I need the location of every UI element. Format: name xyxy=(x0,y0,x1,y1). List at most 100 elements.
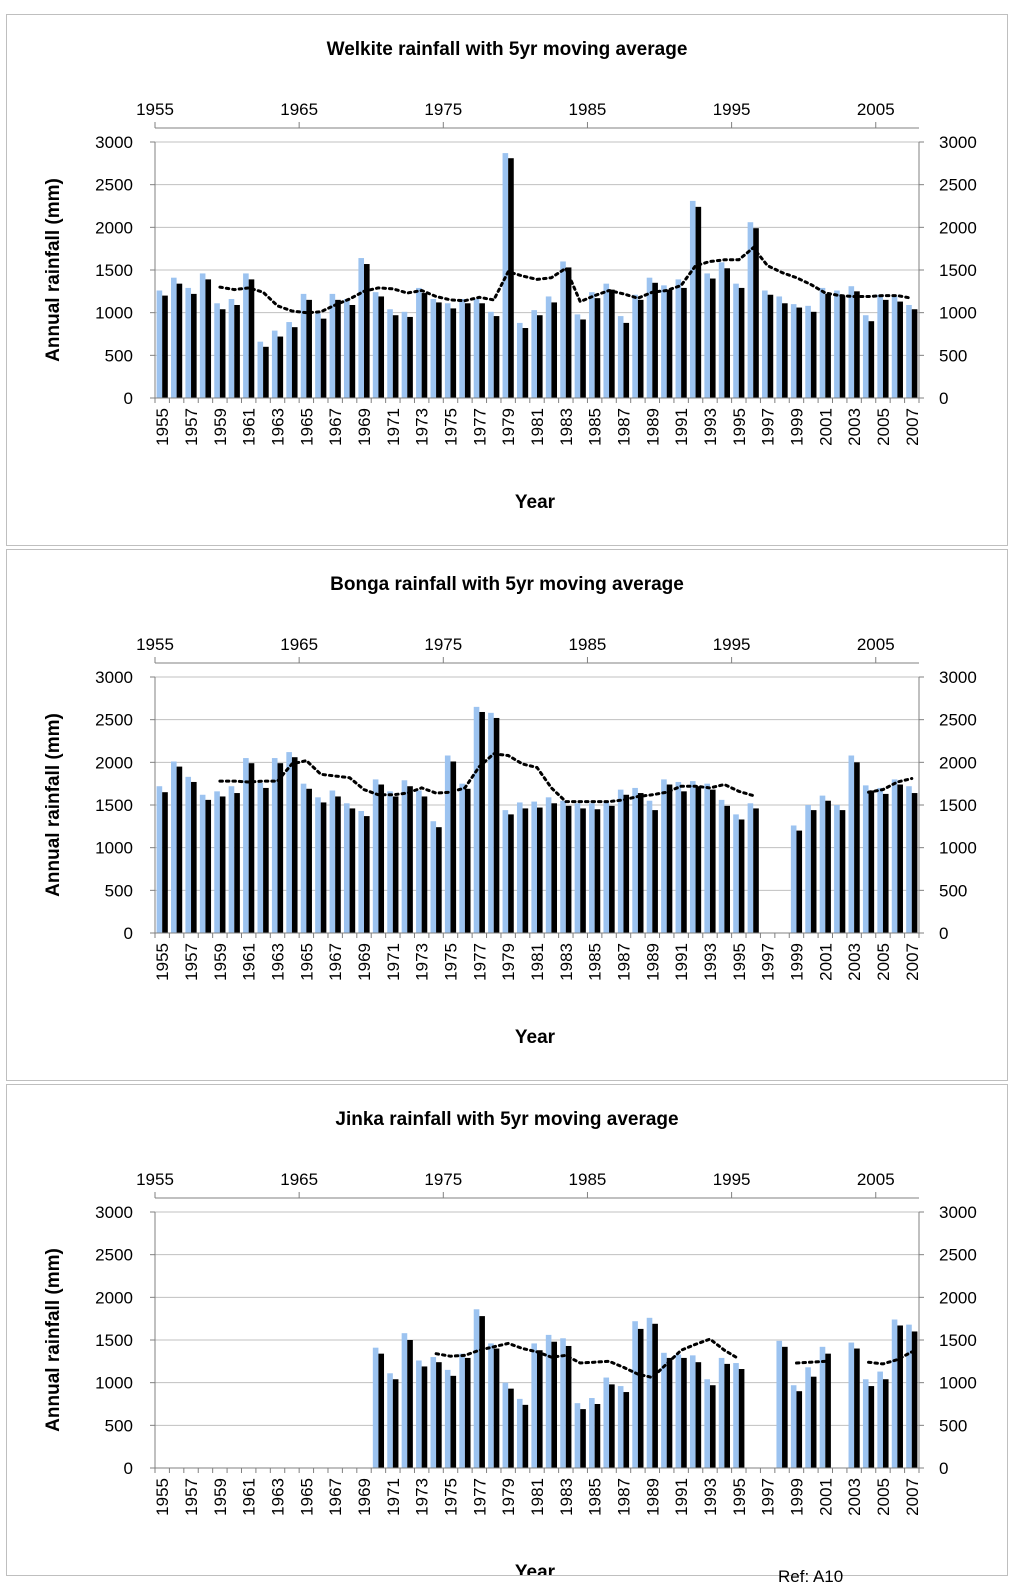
top-axis-label: 1955 xyxy=(136,1170,174,1189)
x-tick-label: 1971 xyxy=(384,1478,403,1516)
x-axis-label: Year xyxy=(515,492,556,513)
bar-series-2 xyxy=(234,793,240,933)
bar-series-1 xyxy=(747,803,754,933)
bar-series-1 xyxy=(502,810,509,933)
bar-series-2 xyxy=(464,303,471,398)
top-axis-label: 1975 xyxy=(424,635,462,654)
x-axis-label: Year xyxy=(515,1027,556,1048)
x-tick-label: 1985 xyxy=(586,408,605,446)
bar-series-1 xyxy=(372,292,379,398)
y2-tick-label: 2000 xyxy=(939,753,977,772)
bar-series-2 xyxy=(421,796,428,933)
bar-series-2 xyxy=(882,1379,889,1468)
y-tick-label: 3000 xyxy=(95,133,133,152)
x-tick-label: 1989 xyxy=(643,1478,662,1516)
bar-series-1 xyxy=(545,1334,552,1468)
bar-series-2 xyxy=(738,819,745,933)
bar-series-2 xyxy=(522,328,529,398)
bar-series-2 xyxy=(349,808,356,933)
bar-series-2 xyxy=(882,793,889,933)
x-tick-label: 1979 xyxy=(499,943,518,981)
bar-series-1 xyxy=(733,1363,739,1468)
bar-series-2 xyxy=(825,293,831,398)
bar-series-1 xyxy=(689,200,696,398)
bar-series-1 xyxy=(473,1309,480,1468)
bar-series-2 xyxy=(421,293,428,398)
bar-series-1 xyxy=(603,801,610,933)
y-tick-label: 2000 xyxy=(95,218,133,237)
bar-series-1 xyxy=(733,814,739,933)
bar-series-1 xyxy=(488,311,494,398)
bar-series-2 xyxy=(551,302,558,398)
bar-series-1 xyxy=(574,314,581,398)
chart-title: Welkite rainfall with 5yr moving average xyxy=(326,39,688,60)
bar-series-1 xyxy=(646,1317,653,1468)
bar-series-1 xyxy=(315,313,321,398)
bar-series-2 xyxy=(839,810,846,933)
x-tick-label: 1973 xyxy=(413,408,432,446)
x-tick-label: 1991 xyxy=(672,1478,691,1516)
bar-series-2 xyxy=(277,336,284,398)
bar-series-1 xyxy=(459,783,465,933)
bar-series-1 xyxy=(646,800,653,933)
bar-series-1 xyxy=(488,712,494,933)
bar-series-1 xyxy=(704,1379,710,1468)
y-tick-label: 2000 xyxy=(95,1288,133,1307)
bar-series-1 xyxy=(300,783,307,933)
bar-series-1 xyxy=(329,790,336,933)
x-tick-label: 1981 xyxy=(528,943,547,981)
bar-series-2 xyxy=(479,1316,485,1468)
top-axis-label: 1955 xyxy=(136,100,174,119)
moving-average-line xyxy=(867,777,914,794)
bar-series-1 xyxy=(834,290,840,398)
y2-tick-label: 0 xyxy=(939,1459,948,1478)
x-tick-label: 2007 xyxy=(903,1478,922,1516)
bar-series-2 xyxy=(637,299,644,398)
bar-series-1 xyxy=(718,262,725,398)
bar-series-2 xyxy=(407,1340,413,1468)
bar-series-2 xyxy=(709,1385,716,1468)
x-tick-label: 1965 xyxy=(297,408,316,446)
x-tick-label: 1961 xyxy=(240,943,259,981)
x-tick-label: 1957 xyxy=(182,1478,201,1516)
bar-series-1 xyxy=(848,755,855,933)
bar-series-1 xyxy=(689,781,696,933)
bar-series-1 xyxy=(906,1324,912,1468)
bar-series-1 xyxy=(416,1360,422,1468)
bar-series-1 xyxy=(776,1340,783,1468)
x-tick-label: 1973 xyxy=(413,1478,432,1516)
bar-series-1 xyxy=(516,322,523,398)
bar-series-1 xyxy=(877,294,883,398)
bar-series-1 xyxy=(718,799,725,933)
x-tick-label: 1999 xyxy=(787,408,806,446)
bar-series-1 xyxy=(560,261,566,398)
bar-series-1 xyxy=(617,316,624,398)
bar-series-1 xyxy=(545,296,552,398)
x-tick-label: 1987 xyxy=(614,408,633,446)
y-tick-label: 2500 xyxy=(95,176,133,195)
x-tick-label: 1991 xyxy=(672,408,691,446)
bar-series-1 xyxy=(444,1369,451,1468)
bar-series-1 xyxy=(401,311,408,398)
bar-series-2 xyxy=(825,1353,831,1468)
bar-series-2 xyxy=(378,784,385,933)
bar-series-2 xyxy=(854,762,860,933)
bar-series-1 xyxy=(675,781,682,933)
bar-series-1 xyxy=(617,789,624,933)
x-tick-label: 1963 xyxy=(269,408,288,446)
bar-series-1 xyxy=(372,1347,379,1468)
bar-series-2 xyxy=(479,711,485,933)
bar-series-2 xyxy=(508,158,514,398)
top-axis-label: 1955 xyxy=(136,635,174,654)
bar-series-2 xyxy=(493,717,500,933)
bar-series-1 xyxy=(171,277,177,398)
bar-series-1 xyxy=(632,1321,638,1468)
bar-series-2 xyxy=(364,816,370,933)
bar-series-1 xyxy=(704,273,710,398)
bar-series-1 xyxy=(891,1319,898,1468)
bar-series-1 xyxy=(300,293,307,398)
bar-series-2 xyxy=(392,1379,399,1468)
bar-series-2 xyxy=(565,1345,572,1468)
bar-series-1 xyxy=(848,286,855,398)
bar-series-1 xyxy=(848,1342,855,1468)
